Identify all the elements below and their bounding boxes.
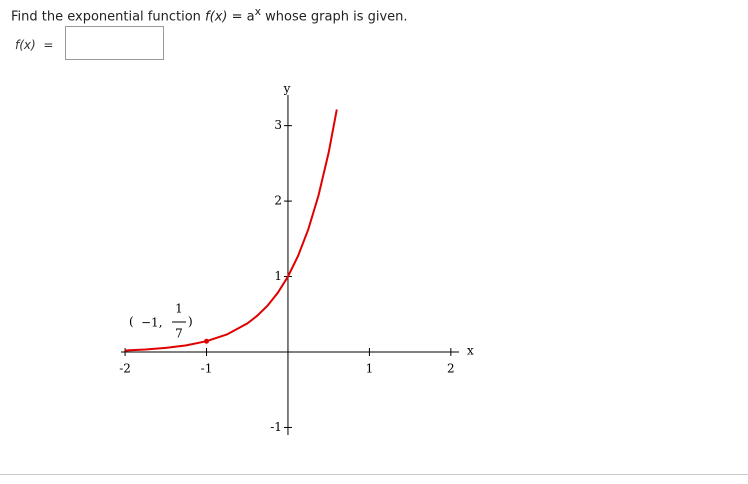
x-tick-label: 2 (447, 362, 455, 376)
point-label-num: 1 (175, 302, 183, 316)
chart: x y -2 -1 1 2 -1 1 2 3 ( −1, 1 7) (119, 82, 474, 435)
answer-label: f(x) (15, 38, 36, 52)
question-func: f(x) (205, 9, 228, 25)
question-exponent: x (254, 5, 262, 18)
point-paren: ) (188, 315, 193, 329)
answer-row: f(x) = (15, 38, 53, 52)
question-tail: whose graph is given. (265, 9, 408, 25)
x-tick-label: -1 (201, 362, 213, 376)
question-equals: = a (231, 9, 255, 25)
y-tick-label: 2 (274, 194, 282, 208)
curve (125, 109, 338, 352)
divider (0, 474, 748, 475)
y-tick-label: -1 (270, 420, 282, 434)
point (204, 338, 210, 344)
x-tick-label: -2 (119, 362, 131, 376)
y-tick-label: 1 (274, 269, 282, 283)
question: Find the exponential function f(x) = ax … (11, 5, 408, 24)
x-axis-label: x (467, 344, 474, 358)
y-axis-label: y (283, 82, 291, 96)
point-label-den: 7 (175, 327, 183, 341)
y-tick-label: 3 (274, 118, 282, 132)
question-lead: Find the exponential function (11, 9, 201, 25)
answer-equals: = (43, 38, 54, 52)
x-tick-label: 1 (366, 362, 374, 376)
point-paren: ( (129, 315, 134, 329)
answer-input[interactable] (65, 26, 164, 60)
point-label-x: −1, (141, 316, 163, 330)
